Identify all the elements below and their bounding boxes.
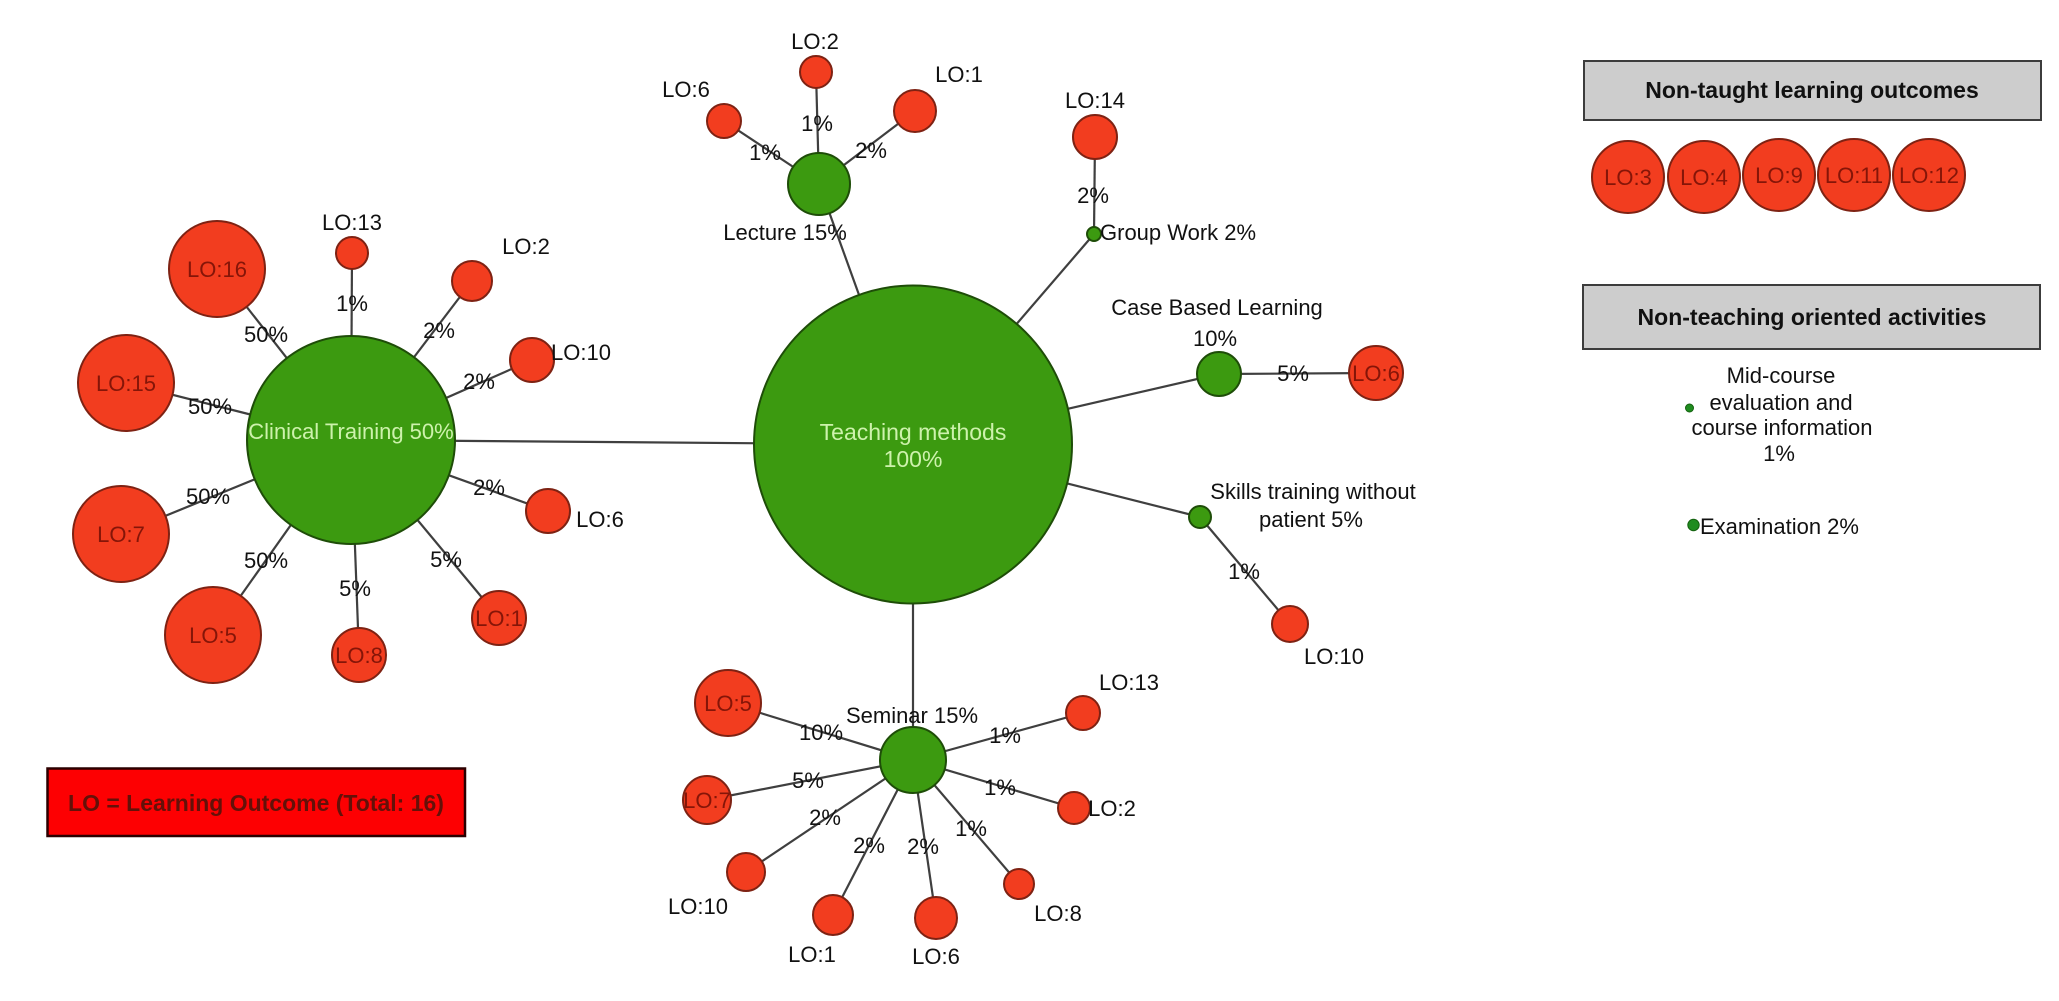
svg-text:LO:8: LO:8 <box>335 643 383 668</box>
svg-text:2%: 2% <box>907 834 939 859</box>
svg-text:LO:6: LO:6 <box>576 507 624 532</box>
svg-text:Mid-course: Mid-course <box>1727 363 1836 388</box>
svg-text:LO:10: LO:10 <box>668 894 728 919</box>
svg-text:Teaching methods: Teaching methods <box>820 419 1007 445</box>
svg-text:LO:1: LO:1 <box>475 606 523 631</box>
svg-text:course information: course information <box>1692 415 1873 440</box>
svg-text:LO:10: LO:10 <box>1304 644 1364 669</box>
svg-text:5%: 5% <box>1277 361 1309 386</box>
svg-text:10%: 10% <box>1193 326 1237 351</box>
svg-text:2%: 2% <box>423 318 455 343</box>
svg-text:LO:4: LO:4 <box>1680 165 1728 190</box>
svg-text:1%: 1% <box>955 816 987 841</box>
svg-text:LO:16: LO:16 <box>187 257 247 282</box>
svg-text:5%: 5% <box>339 576 371 601</box>
svg-text:LO:3: LO:3 <box>1604 165 1652 190</box>
svg-text:LO:5: LO:5 <box>704 691 752 716</box>
svg-text:2%: 2% <box>1077 183 1109 208</box>
svg-text:LO:6: LO:6 <box>912 944 960 969</box>
svg-text:Seminar 15%: Seminar 15% <box>846 703 978 728</box>
svg-text:1%: 1% <box>989 723 1021 748</box>
svg-text:LO = Learning Outcome (Total:: LO = Learning Outcome (Total: 16) <box>68 790 444 816</box>
svg-text:50%: 50% <box>244 322 288 347</box>
svg-text:Lecture 15%: Lecture 15% <box>723 220 847 245</box>
svg-text:LO:7: LO:7 <box>683 788 731 813</box>
svg-text:1%: 1% <box>1228 559 1260 584</box>
svg-text:Non-teaching oriented activiti: Non-teaching oriented activities <box>1638 304 1987 330</box>
svg-text:LO:2: LO:2 <box>791 29 839 54</box>
svg-text:LO:1: LO:1 <box>788 942 836 967</box>
svg-text:Case Based Learning: Case Based Learning <box>1111 295 1323 320</box>
svg-text:LO:1: LO:1 <box>935 62 983 87</box>
svg-text:LO:5: LO:5 <box>189 623 237 648</box>
svg-text:1%: 1% <box>749 140 781 165</box>
svg-text:10%: 10% <box>799 720 843 745</box>
svg-text:LO:14: LO:14 <box>1065 88 1125 113</box>
svg-text:LO:13: LO:13 <box>322 210 382 235</box>
svg-text:LO:7: LO:7 <box>97 522 145 547</box>
svg-text:LO:9: LO:9 <box>1755 163 1803 188</box>
svg-text:1%: 1% <box>801 111 833 136</box>
svg-text:LO:11: LO:11 <box>1825 163 1883 188</box>
svg-text:100%: 100% <box>884 446 943 472</box>
svg-text:LO:2: LO:2 <box>1088 796 1136 821</box>
svg-text:evaluation and: evaluation and <box>1709 390 1852 415</box>
svg-text:1%: 1% <box>1763 441 1795 466</box>
svg-text:Non-taught learning outcomes: Non-taught learning outcomes <box>1645 77 1979 103</box>
svg-text:LO:12: LO:12 <box>1899 163 1959 188</box>
svg-text:2%: 2% <box>853 833 885 858</box>
svg-text:Clinical Training 50%: Clinical Training 50% <box>248 419 453 444</box>
svg-text:2%: 2% <box>809 805 841 830</box>
svg-text:50%: 50% <box>188 394 232 419</box>
svg-text:patient 5%: patient 5% <box>1259 507 1363 532</box>
svg-text:2%: 2% <box>463 369 495 394</box>
svg-text:50%: 50% <box>186 484 230 509</box>
svg-text:Skills training without: Skills training without <box>1210 479 1415 504</box>
svg-text:LO:10: LO:10 <box>551 340 611 365</box>
svg-text:LO:15: LO:15 <box>96 371 156 396</box>
svg-text:50%: 50% <box>244 548 288 573</box>
svg-text:LO:6: LO:6 <box>662 77 710 102</box>
svg-text:2%: 2% <box>473 475 505 500</box>
svg-text:LO:6: LO:6 <box>1352 361 1400 386</box>
svg-text:LO:13: LO:13 <box>1099 670 1159 695</box>
svg-text:1%: 1% <box>984 775 1016 800</box>
svg-text:1%: 1% <box>336 291 368 316</box>
svg-text:LO:2: LO:2 <box>502 234 550 259</box>
svg-text:2%: 2% <box>855 138 887 163</box>
svg-text:Group Work 2%: Group Work 2% <box>1100 220 1256 245</box>
svg-text:5%: 5% <box>430 547 462 572</box>
svg-text:5%: 5% <box>792 768 824 793</box>
svg-text:Examination 2%: Examination 2% <box>1700 514 1859 539</box>
svg-text:LO:8: LO:8 <box>1034 901 1082 926</box>
